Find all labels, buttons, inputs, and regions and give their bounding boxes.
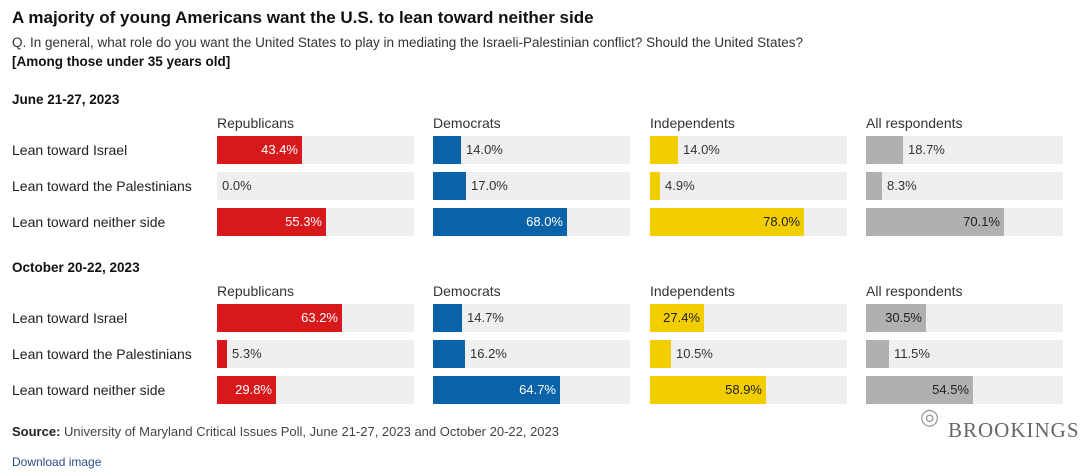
data-label: 14.0% bbox=[683, 142, 720, 157]
data-label: 63.2% bbox=[301, 310, 338, 325]
source-text: University of Maryland Critical Issues P… bbox=[60, 424, 560, 439]
data-label: 0.0% bbox=[222, 178, 252, 193]
bar-all-respondents-lean-toward-neither-side bbox=[866, 208, 1004, 236]
bar-track: 55.3% bbox=[217, 208, 414, 236]
bar-republicans-lean-toward-israel bbox=[217, 304, 342, 332]
row-label-lean-toward-israel: Lean toward Israel bbox=[12, 142, 128, 158]
column-header-all-respondents: All respondents bbox=[866, 115, 963, 131]
bar-democrats-lean-toward-the-palestinians bbox=[433, 172, 466, 200]
data-label: 10.5% bbox=[676, 346, 713, 361]
bar-track: 10.5% bbox=[650, 340, 847, 368]
bar-democrats-lean-toward-the-palestinians bbox=[433, 340, 465, 368]
column-header-democrats: Democrats bbox=[433, 115, 501, 131]
row-label-lean-toward-neither-side: Lean toward neither side bbox=[12, 382, 166, 398]
bar-track: 27.4% bbox=[650, 304, 847, 332]
bar-track: 18.7% bbox=[866, 136, 1063, 164]
brookings-logo: BROOKINGS bbox=[948, 418, 1080, 442]
bar-all-respondents-lean-toward-the-palestinians bbox=[866, 340, 889, 368]
data-label: 78.0% bbox=[763, 214, 800, 229]
column-header-independents: Independents bbox=[650, 115, 735, 131]
data-label: 8.3% bbox=[887, 178, 917, 193]
data-label: 4.9% bbox=[665, 178, 695, 193]
data-label: 16.2% bbox=[470, 346, 507, 361]
period-label: October 20-22, 2023 bbox=[12, 260, 140, 275]
column-header-republicans: Republicans bbox=[217, 115, 295, 131]
bar-track: 4.9% bbox=[650, 172, 847, 200]
download-image-link[interactable]: Download image bbox=[12, 455, 102, 469]
bar-democrats-lean-toward-neither-side bbox=[433, 376, 560, 404]
bar-republicans-lean-toward-israel bbox=[217, 136, 302, 164]
bar-track: 63.2% bbox=[217, 304, 414, 332]
data-label: 27.4% bbox=[663, 310, 700, 325]
bar-track: 5.3% bbox=[217, 340, 414, 368]
bar-track: 70.1% bbox=[866, 208, 1063, 236]
source-note: Source: University of Maryland Critical … bbox=[12, 424, 559, 439]
data-label: 29.8% bbox=[235, 382, 272, 397]
survey-question: Q. In general, what role do you want the… bbox=[12, 35, 803, 50]
data-label: 70.1% bbox=[963, 214, 1000, 229]
bar-independents-lean-toward-neither-side bbox=[650, 208, 804, 236]
bar-track: 17.0% bbox=[433, 172, 630, 200]
data-label: 58.9% bbox=[725, 382, 762, 397]
data-label: 14.0% bbox=[466, 142, 503, 157]
subgroup-note: [Among those under 35 years old] bbox=[12, 54, 231, 69]
row-label-lean-toward-the-palestinians: Lean toward the Palestinians bbox=[12, 178, 192, 194]
bar-republicans-lean-toward-neither-side bbox=[217, 376, 276, 404]
bar-track: 64.7% bbox=[433, 376, 630, 404]
bar-track: 68.0% bbox=[433, 208, 630, 236]
chart-title: A majority of young Americans want the U… bbox=[12, 8, 594, 27]
row-label-lean-toward-israel: Lean toward Israel bbox=[12, 310, 128, 326]
data-label: 5.3% bbox=[232, 346, 262, 361]
bar-all-respondents-lean-toward-the-palestinians bbox=[866, 172, 882, 200]
source-label: Source: bbox=[12, 424, 61, 439]
data-label: 14.7% bbox=[467, 310, 504, 325]
bar-track: 30.5% bbox=[866, 304, 1063, 332]
bar-track: 16.2% bbox=[433, 340, 630, 368]
data-label: 30.5% bbox=[885, 310, 922, 325]
data-label: 43.4% bbox=[261, 142, 298, 157]
wechat-icon: ◎ bbox=[920, 404, 940, 429]
row-label-lean-toward-neither-side: Lean toward neither side bbox=[12, 214, 166, 230]
bar-independents-lean-toward-israel bbox=[650, 304, 704, 332]
bar-republicans-lean-toward-the-palestinians bbox=[217, 340, 227, 368]
bar-track: 11.5% bbox=[866, 340, 1063, 368]
bar-track: 14.0% bbox=[433, 136, 630, 164]
bar-track: 54.5% bbox=[866, 376, 1063, 404]
data-label: 64.7% bbox=[519, 382, 556, 397]
bar-democrats-lean-toward-israel bbox=[433, 136, 461, 164]
bar-democrats-lean-toward-israel bbox=[433, 304, 462, 332]
column-header-all-respondents: All respondents bbox=[866, 283, 963, 299]
row-label-lean-toward-the-palestinians: Lean toward the Palestinians bbox=[12, 346, 192, 362]
data-label: 55.3% bbox=[285, 214, 322, 229]
bar-track: 43.4% bbox=[217, 136, 414, 164]
bar-track: 0.0% bbox=[217, 172, 414, 200]
bar-track: 29.8% bbox=[217, 376, 414, 404]
column-header-independents: Independents bbox=[650, 283, 735, 299]
bar-all-respondents-lean-toward-israel bbox=[866, 304, 926, 332]
data-label: 54.5% bbox=[932, 382, 969, 397]
bar-republicans-lean-toward-neither-side bbox=[217, 208, 326, 236]
bar-independents-lean-toward-israel bbox=[650, 136, 678, 164]
bar-track: 14.7% bbox=[433, 304, 630, 332]
data-label: 17.0% bbox=[471, 178, 508, 193]
bar-track: 78.0% bbox=[650, 208, 847, 236]
column-header-democrats: Democrats bbox=[433, 283, 501, 299]
bar-independents-lean-toward-the-palestinians bbox=[650, 172, 660, 200]
data-label: 11.5% bbox=[894, 346, 930, 361]
bar-democrats-lean-toward-neither-side bbox=[433, 208, 567, 236]
bar-track: 8.3% bbox=[866, 172, 1063, 200]
data-label: 68.0% bbox=[526, 214, 563, 229]
bar-independents-lean-toward-neither-side bbox=[650, 376, 766, 404]
period-label: June 21-27, 2023 bbox=[12, 92, 120, 107]
bar-independents-lean-toward-the-palestinians bbox=[650, 340, 671, 368]
bar-track: 58.9% bbox=[650, 376, 847, 404]
bar-track: 14.0% bbox=[650, 136, 847, 164]
column-header-republicans: Republicans bbox=[217, 283, 295, 299]
bar-all-respondents-lean-toward-neither-side bbox=[866, 376, 973, 404]
bar-all-respondents-lean-toward-israel bbox=[866, 136, 903, 164]
data-label: 18.7% bbox=[908, 142, 945, 157]
